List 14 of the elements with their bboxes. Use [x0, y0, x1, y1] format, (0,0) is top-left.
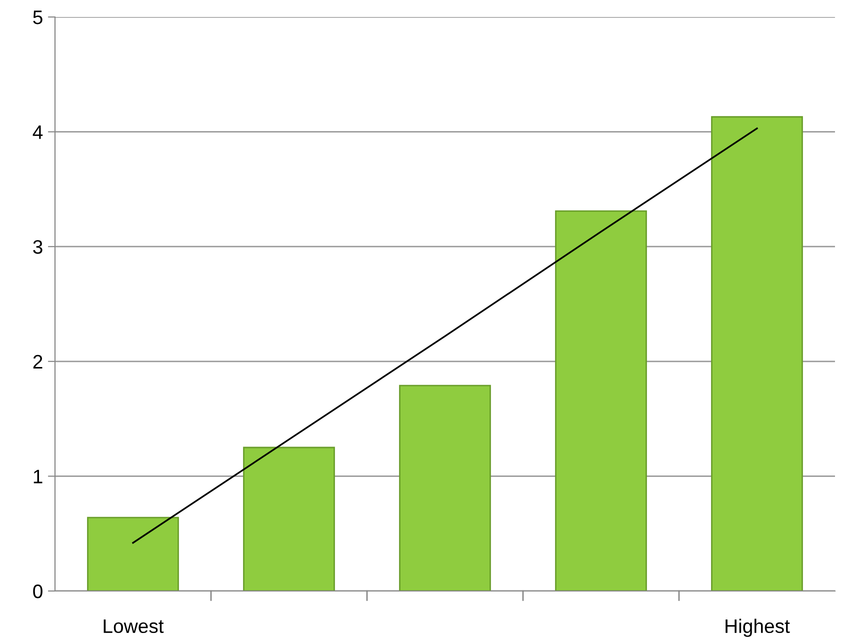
y-tick-label: 2: [33, 354, 42, 368]
y-tick-label: 0: [33, 584, 42, 598]
bar: [555, 210, 647, 591]
bar: [87, 516, 179, 591]
bar: [711, 116, 803, 591]
line-series: [132, 128, 758, 544]
y-tick-label: 1: [34, 470, 42, 484]
y-tick-label: 4: [32, 125, 43, 139]
x-tick-label: Lowest: [104, 619, 164, 634]
bar: [399, 384, 491, 591]
y-tick-label: 3: [33, 240, 42, 254]
y-tick-label: 5: [33, 10, 42, 24]
bar: [243, 446, 335, 591]
x-tick-label: Highest: [726, 618, 790, 637]
